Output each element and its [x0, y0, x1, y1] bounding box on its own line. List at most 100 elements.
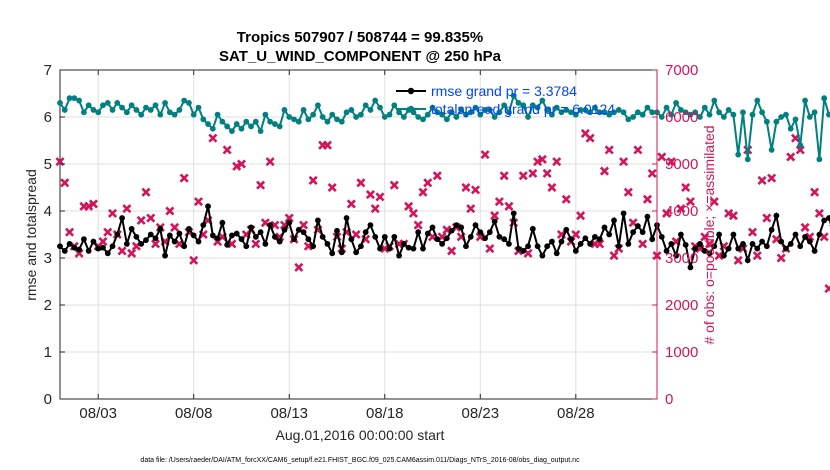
rmse-point [716, 232, 722, 238]
totalspread-point [62, 107, 68, 113]
totalspread-point [200, 116, 206, 122]
totalspread-point [731, 112, 737, 118]
rmse-point [774, 213, 780, 219]
left-y-tick-label: 7 [44, 62, 52, 79]
rmse-point [783, 246, 789, 252]
totalspread-point [377, 105, 383, 111]
rmse-point [793, 232, 799, 238]
totalspread-point [745, 156, 751, 162]
rmse-point [621, 210, 627, 216]
rmse-point [348, 236, 354, 242]
obs-assimilated-marker [763, 214, 770, 221]
chart-title-line2: SAT_U_WIND_COMPONENT @ 250 hPa [219, 48, 502, 65]
x-tick-label: 08/03 [79, 405, 117, 422]
rmse-point [640, 229, 646, 235]
totalspread-point [387, 112, 393, 118]
right-y-tick-label: 5000 [665, 156, 698, 173]
rmse-point [630, 229, 636, 235]
rmse-point [439, 241, 445, 247]
rmse-point [358, 243, 364, 249]
totalspread-point [659, 114, 665, 120]
rmse-point [67, 241, 73, 247]
rmse-point [148, 232, 154, 238]
rmse-point [482, 235, 488, 241]
rmse-point [124, 241, 130, 247]
rmse-point [539, 253, 545, 259]
rmse-point [477, 229, 483, 235]
rmse-point [172, 239, 178, 245]
legend-marker-spread [408, 106, 414, 112]
left-y-tick-label: 1 [44, 344, 52, 361]
totalspread-point [205, 121, 211, 127]
rmse-point [119, 215, 125, 221]
totalspread-point [119, 105, 125, 111]
rmse-point [750, 241, 756, 247]
totalspread-point [320, 114, 326, 120]
rmse-point [535, 243, 541, 249]
rmse-point [186, 226, 192, 232]
rmse-point [544, 243, 550, 249]
totalspread-point [740, 109, 746, 115]
totalspread-point [721, 114, 727, 120]
totalspread-point [172, 112, 178, 118]
right-y-axis-label: # of obs: o=possible; ×=assimilated [701, 125, 717, 344]
totalspread-point [224, 124, 230, 130]
rmse-point [568, 236, 574, 242]
rmse-point [511, 210, 517, 216]
rmse-point [645, 214, 651, 220]
totalspread-point [759, 109, 765, 115]
rmse-point [401, 241, 407, 247]
right-y-tick-label: 7000 [665, 62, 698, 79]
rmse-point [363, 229, 369, 235]
totalspread-point [124, 109, 130, 115]
rmse-point [616, 243, 622, 249]
totalspread-point [807, 114, 813, 120]
totalspread-point [114, 100, 120, 106]
rmse-point [162, 253, 168, 259]
rmse-point [387, 246, 393, 252]
rmse-point [415, 229, 421, 235]
totalspread-point [444, 116, 450, 122]
rmse-point [463, 243, 469, 249]
rmse-point [262, 241, 268, 247]
rmse-point [396, 253, 402, 259]
rmse-point [105, 250, 111, 256]
rmse-point [253, 234, 259, 240]
totalspread-point [802, 98, 808, 104]
rmse-point [196, 239, 202, 245]
totalspread-point [57, 100, 63, 106]
rmse-point [606, 232, 612, 238]
rmse-point [487, 229, 493, 235]
obs-assimilated-marker [811, 189, 818, 196]
totalspread-point [148, 107, 154, 113]
totalspread-point [391, 102, 397, 108]
rmse-point [95, 246, 101, 252]
rmse-point [215, 235, 221, 241]
rmse-point [86, 248, 92, 254]
totalspread-point [812, 109, 818, 115]
totalspread-point [196, 105, 202, 111]
totalspread-point [401, 114, 407, 120]
totalspread-point [301, 107, 307, 113]
chart-title-line1: Tropics 507907 / 508744 = 99.835% [237, 29, 483, 46]
totalspread-point [186, 100, 192, 106]
rmse-point [353, 249, 359, 255]
totalspread-point [296, 119, 302, 125]
rmse-point [339, 249, 345, 255]
totalspread-point [793, 116, 799, 122]
x-tick-label: 08/28 [557, 405, 595, 422]
rmse-point [501, 236, 507, 242]
totalspread-point [162, 100, 168, 106]
rmse-point [759, 239, 765, 245]
rmse-point [525, 243, 531, 249]
right-y-tick-label: 4000 [665, 203, 698, 220]
rmse-point [406, 245, 412, 251]
rmse-point [778, 239, 784, 245]
rmse-point [153, 235, 159, 241]
rmse-point [382, 234, 388, 240]
left-y-axis-label: rmse and totalspread [23, 169, 39, 301]
totalspread-point [707, 112, 713, 118]
obs-assimilated-marker [825, 285, 830, 292]
rmse-point [659, 234, 665, 240]
totalspread-point [363, 102, 369, 108]
